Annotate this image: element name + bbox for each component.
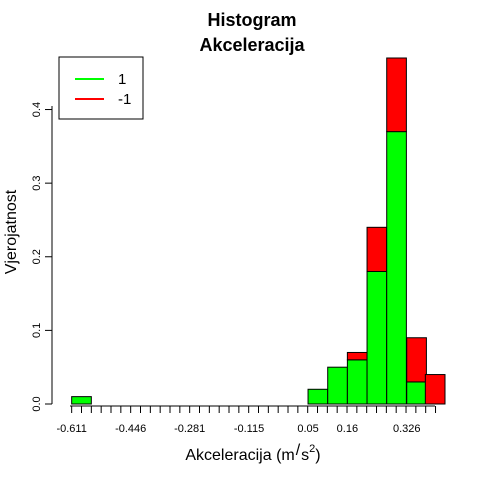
x-tick-label-1: -0.446 xyxy=(115,423,146,435)
legend-label-1: 1 xyxy=(118,71,126,88)
bar-series-1-bin-14 xyxy=(346,351,368,361)
legend: 1 -1 xyxy=(58,56,144,120)
x-tick-label-3: -0.115 xyxy=(234,423,264,435)
x-axis-label-exponent: 2 xyxy=(309,443,315,455)
x-axis-label-base: Akceleracija (m xyxy=(185,447,294,464)
x-tick-label-5: 0.16 xyxy=(337,423,358,435)
bar-series-0-bin-17 xyxy=(406,381,427,405)
y-tick-label-0: 0.0 xyxy=(31,396,43,411)
bars-group xyxy=(71,57,446,405)
y-tick-label-2: 0.2 xyxy=(31,249,43,264)
bar-series-0-bin-0 xyxy=(71,396,92,405)
legend-label-minus1: -1 xyxy=(118,91,131,108)
bar-series-0-bin-12 xyxy=(307,388,329,405)
x-tick-label-6: 0.326 xyxy=(393,423,421,435)
bar-series-1-bin-16 xyxy=(386,57,407,133)
y-tick-label-4: 0.4 xyxy=(31,102,43,117)
bar-series-1-bin-17 xyxy=(406,337,427,383)
x-tick-label-4: 0.05 xyxy=(297,423,318,435)
y-ticks-group: 0.0 0.1 0.2 0.3 0.4 xyxy=(31,102,52,412)
x-axis-label-close: ) xyxy=(315,447,320,464)
bar-series-1-bin-18 xyxy=(424,374,446,405)
y-axis-label: Vjerojatnost xyxy=(3,189,20,274)
y-tick-label-3: 0.3 xyxy=(31,176,43,191)
x-axis-label-slash: / xyxy=(296,442,301,459)
bar-series-0-bin-14 xyxy=(346,359,368,405)
chart-title: Histogram xyxy=(207,10,296,30)
x-tick-label-0: -0.611 xyxy=(56,423,86,435)
bar-series-0-bin-13 xyxy=(327,366,348,405)
x-axis-label: Akceleracija (m/s2) xyxy=(185,442,320,464)
x-ticks-group: -0.611 -0.446 -0.281 -0.115 0.05 0.16 0.326 xyxy=(56,406,437,435)
legend-box xyxy=(58,56,144,120)
x-tick-label-2: -0.281 xyxy=(174,423,205,435)
chart-subtitle: Akceleracija xyxy=(199,35,305,55)
bar-series-0-bin-15 xyxy=(366,270,388,405)
bar-series-1-bin-15 xyxy=(366,226,388,272)
bar-series-0-bin-16 xyxy=(386,131,407,405)
y-tick-label-1: 0.1 xyxy=(31,323,43,338)
x-axis-label-unit: s xyxy=(301,447,309,464)
